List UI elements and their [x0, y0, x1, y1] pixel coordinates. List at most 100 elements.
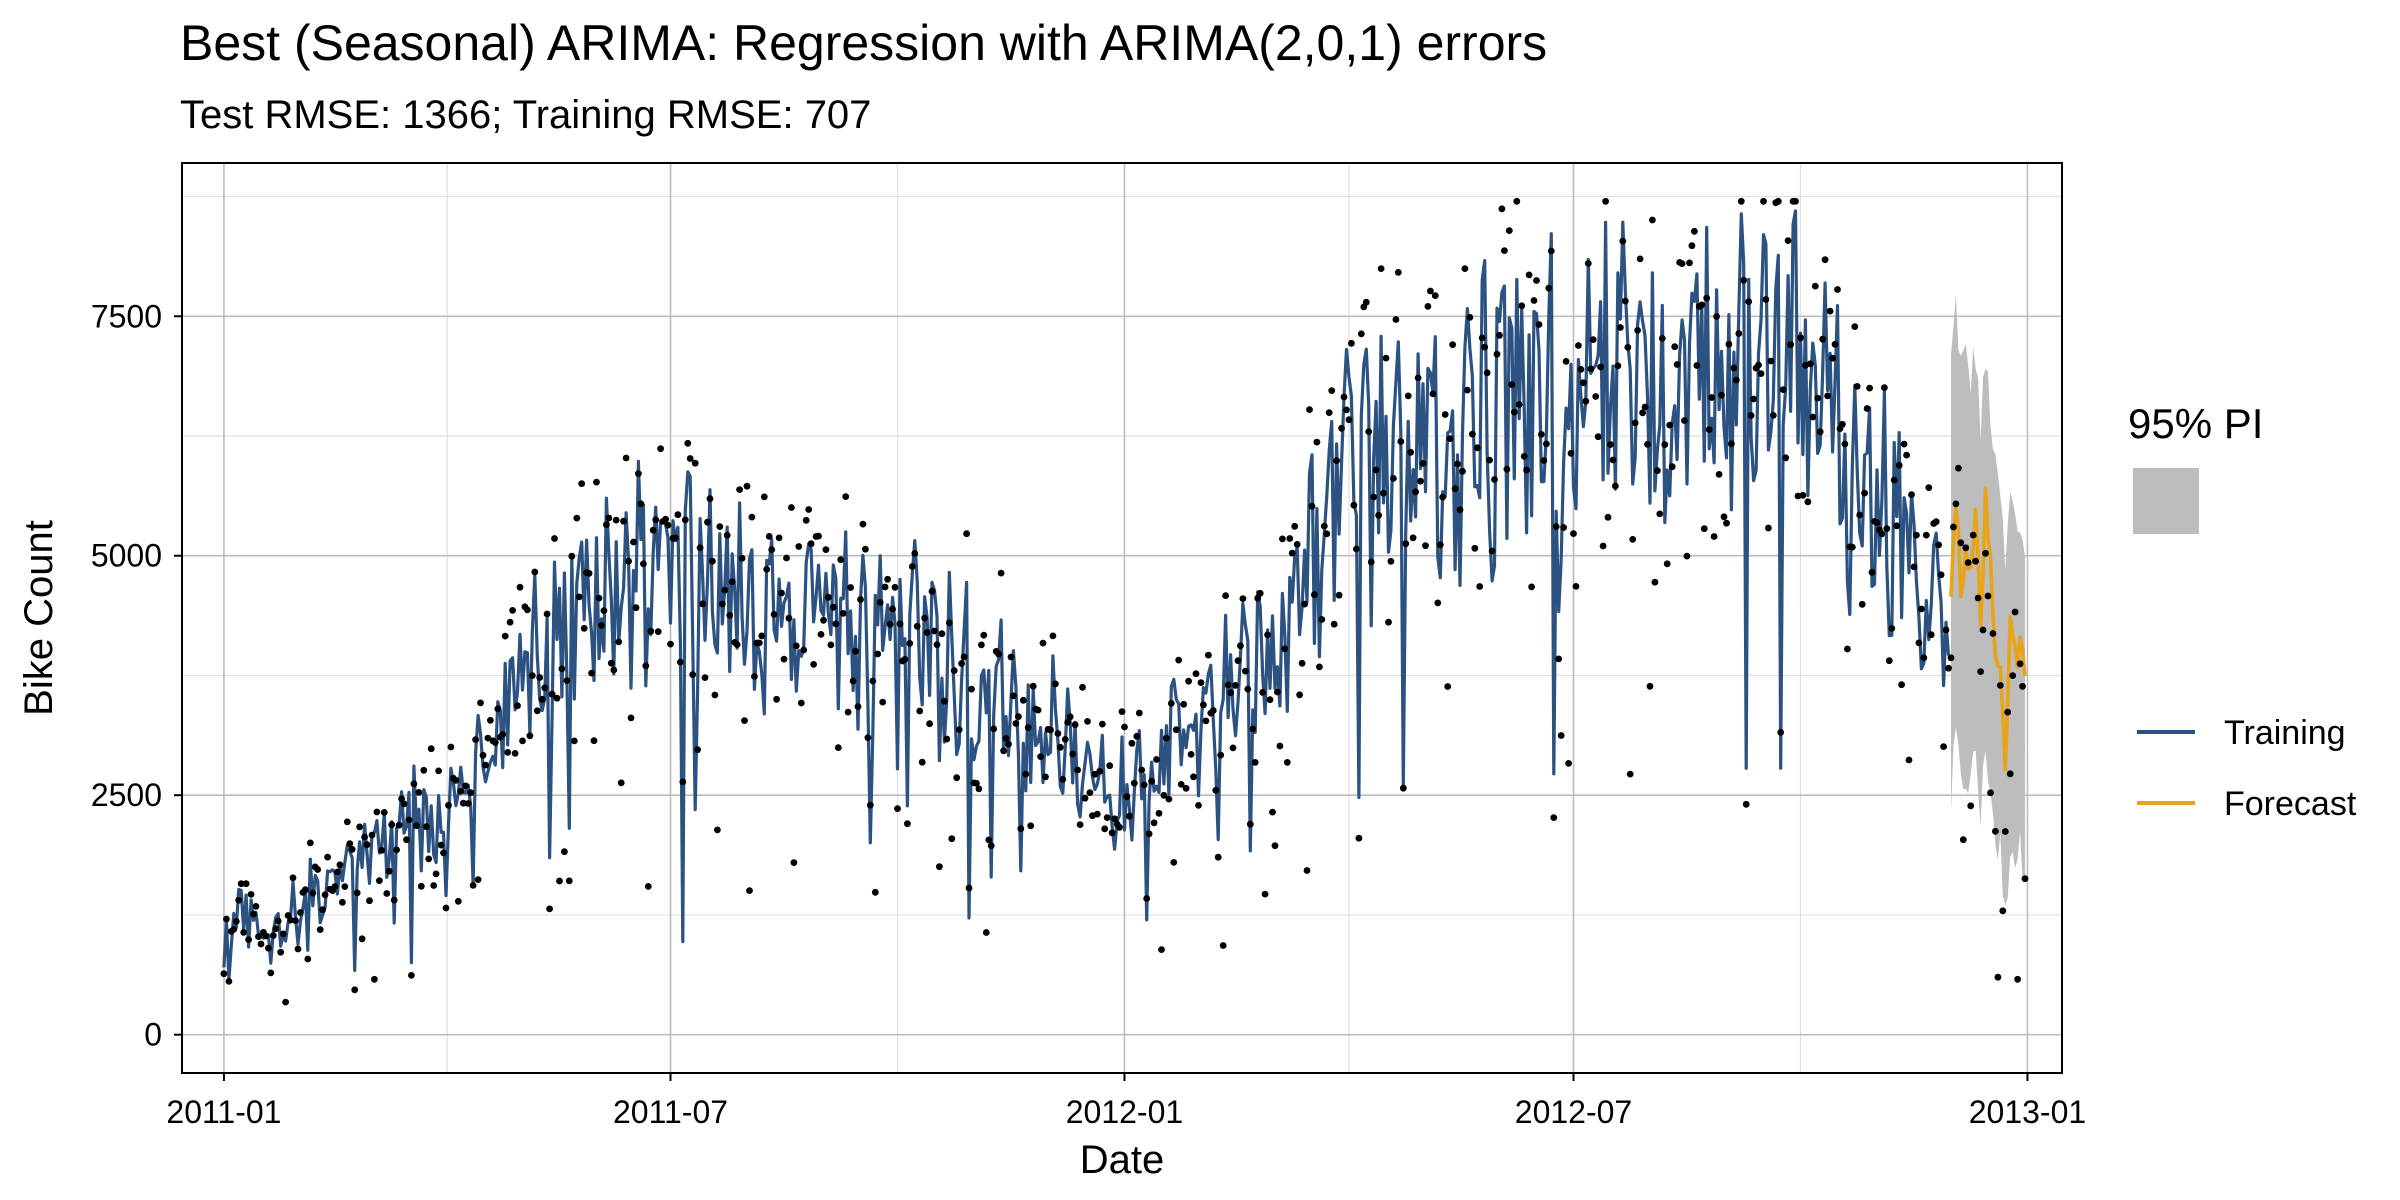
actual-point	[625, 557, 632, 565]
actual-point	[371, 975, 378, 983]
actual-point	[1291, 522, 1299, 530]
actual-point	[1940, 743, 1947, 750]
actual-point	[1851, 323, 1859, 330]
actual-point	[432, 870, 440, 878]
actual-point	[1362, 298, 1370, 306]
actual-point	[398, 795, 405, 803]
actual-point	[1619, 237, 1627, 245]
actual-point	[1427, 287, 1434, 295]
actual-point	[1543, 440, 1550, 448]
series-lines	[222, 209, 2027, 982]
actual-point	[815, 532, 822, 540]
actual-point	[807, 540, 815, 548]
actual-point	[1715, 471, 1723, 478]
actual-point	[1222, 592, 1229, 599]
actual-point	[681, 516, 689, 524]
actual-point	[844, 708, 852, 716]
actual-point	[1493, 350, 1501, 358]
actual-point	[551, 535, 558, 542]
actual-point	[649, 526, 657, 534]
actual-point	[965, 884, 973, 892]
actual-point	[780, 655, 788, 663]
actual-point	[1145, 830, 1153, 838]
actual-point	[1446, 435, 1454, 442]
actual-point	[1029, 682, 1037, 690]
actual-point	[1577, 366, 1585, 373]
actual-point	[1311, 591, 1318, 599]
actual-point	[1552, 523, 1560, 530]
actual-point	[1994, 973, 2002, 981]
actual-point	[230, 926, 238, 933]
actual-point	[1138, 766, 1146, 774]
actual-point	[220, 970, 228, 978]
actual-point	[765, 533, 773, 540]
actual-point	[1787, 341, 1794, 349]
actual-point	[1831, 340, 1839, 348]
actual-point	[565, 877, 573, 885]
legend-pi-title: 95% PI	[2128, 400, 2263, 447]
actual-point	[314, 866, 322, 873]
actual-point	[445, 801, 452, 809]
actual-point	[1180, 700, 1188, 708]
actual-point	[1022, 770, 1030, 778]
actual-point	[696, 544, 704, 552]
actual-point	[1639, 409, 1646, 417]
actual-point	[274, 917, 282, 925]
chart-subtitle: Test RMSE: 1366; Training RMSE: 707	[180, 93, 871, 137]
actual-point	[1913, 531, 1920, 539]
actual-point	[1242, 667, 1249, 675]
actual-point	[1750, 395, 1757, 403]
actual-point	[393, 846, 400, 854]
actual-point	[1081, 794, 1089, 802]
actual-point	[714, 826, 721, 834]
actual-point	[477, 699, 484, 707]
actual-point	[324, 853, 331, 861]
actual-point	[1404, 392, 1412, 400]
actual-point	[1592, 393, 1600, 400]
actual-point	[1229, 744, 1237, 752]
actual-point	[1019, 696, 1027, 704]
actual-point	[1885, 657, 1893, 665]
actual-point	[973, 779, 980, 787]
actual-point	[509, 607, 516, 614]
actual-point	[1392, 316, 1400, 323]
actual-point	[896, 620, 904, 628]
actual-point	[1604, 513, 1612, 521]
actual-point	[1283, 759, 1291, 766]
actual-point	[847, 584, 854, 591]
actual-point	[1214, 853, 1222, 861]
actual-point	[1636, 255, 1644, 263]
actual-point	[1444, 683, 1452, 690]
actual-point	[1380, 489, 1387, 497]
actual-point	[1200, 701, 1207, 709]
actual-point	[1175, 656, 1183, 664]
actual-point	[1792, 197, 1799, 205]
actual-point	[2014, 975, 2021, 983]
actual-point	[1582, 397, 1590, 405]
actual-point	[506, 618, 514, 626]
x-tick-label: 2012-07	[1515, 1094, 1632, 1130]
actual-point	[1476, 583, 1484, 590]
x-axis-ticks: 2011-01 2011-07 2012-01 2012-07 2013-01	[166, 1073, 2086, 1130]
actual-point	[1059, 776, 1067, 783]
actual-point	[1745, 298, 1753, 305]
actual-point	[462, 782, 470, 790]
actual-point	[1042, 773, 1049, 781]
actual-point	[891, 583, 899, 591]
actual-point	[1927, 631, 1935, 639]
actual-point	[1935, 541, 1942, 549]
actual-point	[1345, 416, 1353, 424]
actual-point	[1108, 829, 1116, 837]
actual-point	[704, 518, 711, 526]
actual-point	[1710, 533, 1718, 540]
actual-point	[1451, 485, 1459, 493]
actual-point	[854, 703, 862, 710]
actual-point	[1708, 394, 1716, 401]
legend-pi-swatch	[2133, 468, 2199, 534]
actual-point	[336, 861, 344, 869]
actual-point	[931, 627, 938, 635]
actual-point	[1491, 476, 1498, 483]
actual-point	[901, 655, 909, 663]
actual-point	[469, 882, 477, 889]
legend-training-label: Training	[2224, 714, 2346, 752]
